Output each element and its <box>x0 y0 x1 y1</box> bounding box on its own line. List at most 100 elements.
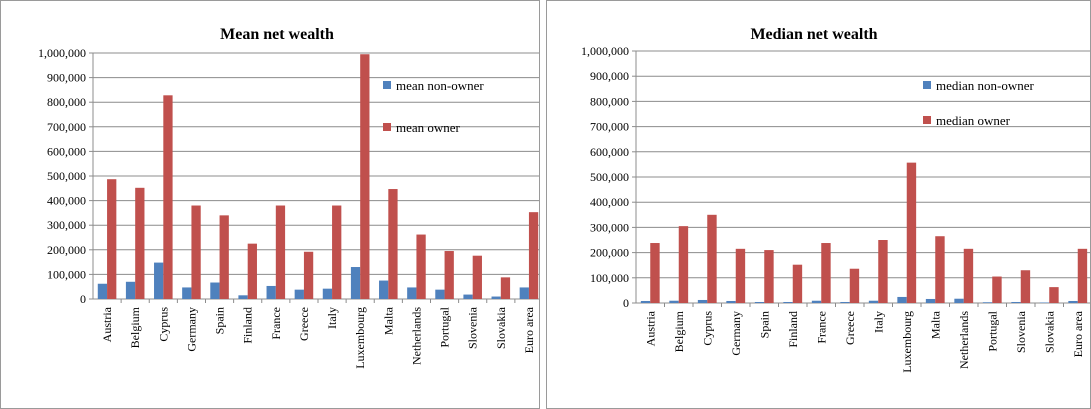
y-tick-label: 500,000 <box>590 170 629 184</box>
x-tick-label: Cyprus <box>156 307 170 342</box>
bar-non-owner <box>669 300 679 303</box>
y-tick-label: 400,000 <box>47 194 86 208</box>
y-tick-label: 700,000 <box>47 120 86 134</box>
bar-owner <box>650 243 660 303</box>
bar-non-owner <box>294 289 304 299</box>
y-tick-label: 300,000 <box>590 220 629 234</box>
bar-non-owner <box>1039 302 1050 303</box>
bar-owner <box>821 243 831 303</box>
y-tick-label: 600,000 <box>590 145 629 159</box>
bar-non-owner <box>125 281 136 299</box>
bar-owner <box>906 162 917 303</box>
bar-owner <box>303 251 314 299</box>
bar-non-owner <box>322 288 333 299</box>
y-tick-label: 600,000 <box>47 144 86 158</box>
bar-owner <box>135 187 145 299</box>
bar-non-owner <box>1068 300 1078 303</box>
bar-owner <box>792 264 803 303</box>
x-tick-label: Slovenia <box>466 306 480 349</box>
legend-label: mean owner <box>396 120 461 135</box>
bar-non-owner <box>519 287 529 299</box>
bar-non-owner <box>491 296 501 299</box>
bar-owner <box>878 240 888 303</box>
bar-non-owner <box>238 295 248 299</box>
x-tick-label: Euro area <box>1071 310 1085 357</box>
bar-owner <box>678 226 689 303</box>
legend-swatch <box>923 81 931 89</box>
y-tick-label: 200,000 <box>47 243 86 257</box>
bar-owner <box>163 95 173 299</box>
x-tick-label: Malta <box>381 306 395 335</box>
bar-owner <box>735 248 746 303</box>
bar-owner <box>360 54 370 300</box>
y-tick-label: 500,000 <box>47 169 86 183</box>
legend-swatch <box>383 81 391 89</box>
median-net-wealth-chart: Median net wealth 0 100,000 200,000 300,000 4… <box>581 26 1090 373</box>
bar-non-owner <box>697 299 708 303</box>
x-tick-label: Spain <box>213 307 227 334</box>
legend-swatch <box>923 116 931 124</box>
legend-label: median owner <box>936 113 1011 128</box>
bar-non-owner <box>783 301 793 303</box>
bar-owner <box>416 234 426 299</box>
bar-owner <box>107 179 117 299</box>
bar-owner <box>707 214 717 303</box>
bar-owner <box>388 189 398 299</box>
y-tick-label: 800,000 <box>590 94 629 108</box>
bar-owner <box>764 250 774 303</box>
bar-non-owner <box>210 282 220 299</box>
x-tick-label: Finland <box>786 311 800 348</box>
bar-non-owner <box>463 294 473 299</box>
x-tick-label: Greece <box>843 311 857 345</box>
x-tick-label: Austria <box>100 306 114 342</box>
x-tick-label: Netherlands <box>957 311 971 369</box>
x-tick-label: Slovenia <box>1014 310 1028 353</box>
y-tick-label: 900,000 <box>47 71 86 85</box>
y-tick-label: 1,000,000 <box>581 44 629 58</box>
bar-owner <box>247 243 257 299</box>
bar-non-owner <box>266 285 276 299</box>
bar-owner <box>444 251 454 299</box>
y-tick-label: 700,000 <box>590 120 629 134</box>
bar-owner <box>935 236 945 303</box>
bar-non-owner <box>640 300 651 303</box>
x-tick-label: Portugal <box>985 310 999 351</box>
y-tick-label: 100,000 <box>47 267 86 281</box>
legend-label: mean non-owner <box>396 78 484 93</box>
y-tick-label: 900,000 <box>590 69 629 83</box>
x-tick-label: France <box>814 311 828 344</box>
y-tick-label: 0 <box>80 292 86 306</box>
chart-panel-mean: Mean net wealth 0 100,000 200,000 300,000 400… <box>0 0 540 409</box>
x-tick-label: France <box>269 307 283 340</box>
legend-swatch <box>383 123 391 131</box>
bar-owner <box>849 268 860 303</box>
y-tick-label: 1,000,000 <box>38 46 86 60</box>
x-tick-label: Cyprus <box>700 311 714 346</box>
y-tick-label: 400,000 <box>590 195 629 209</box>
x-tick-label: Belgium <box>672 310 686 352</box>
bar-non-owner <box>840 301 850 303</box>
chart-panel-median: Median net wealth 0 100,000 200,000 300,000 4… <box>546 0 1091 409</box>
x-tick-label: Greece <box>297 307 311 341</box>
bar-non-owner <box>407 287 417 299</box>
bar-non-owner <box>726 300 736 303</box>
bar-owner <box>992 276 1002 303</box>
bar-non-owner <box>811 300 822 303</box>
x-tick-label: Slovakia <box>1042 310 1056 353</box>
bar-owner <box>191 205 201 299</box>
bar-owner <box>963 248 974 303</box>
chart-title: Median net wealth <box>750 26 877 43</box>
x-tick-label: Portugal <box>438 306 452 347</box>
x-tick-label: Euro area <box>522 306 536 353</box>
x-tick-label: Netherlands <box>409 307 423 365</box>
bar-non-owner <box>868 300 879 303</box>
bar-non-owner <box>925 298 936 303</box>
bar-owner <box>528 212 539 299</box>
bar-non-owner <box>97 283 108 299</box>
mean-net-wealth-chart: Mean net wealth 0 100,000 200,000 300,000 400… <box>38 26 539 369</box>
bar-owner <box>500 277 511 299</box>
x-tick-label: Spain <box>757 311 771 338</box>
bar-owner <box>472 255 482 299</box>
y-tick-label: 300,000 <box>47 218 86 232</box>
x-tick-label: Malta <box>928 310 942 339</box>
